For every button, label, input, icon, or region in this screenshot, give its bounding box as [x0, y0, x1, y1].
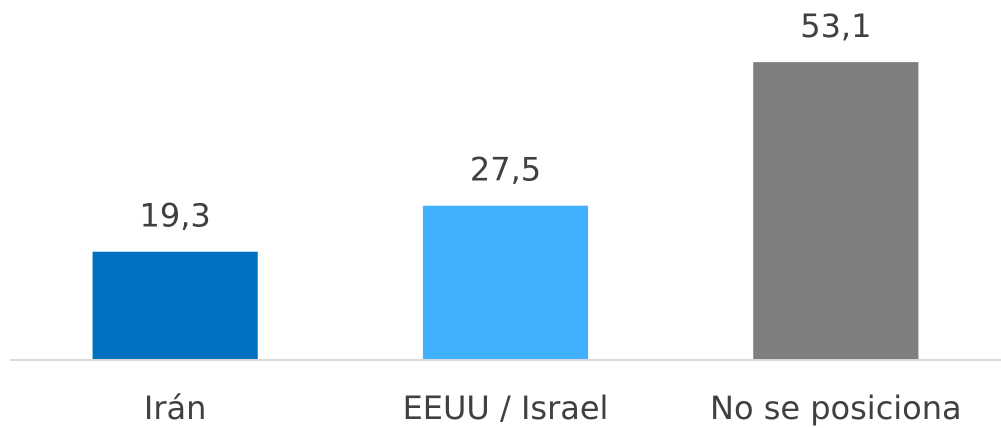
bar: [753, 62, 919, 360]
x-tick-label: No se posiciona: [710, 389, 962, 427]
value-label: 19,3: [140, 197, 211, 235]
value-label: 53,1: [800, 7, 871, 45]
x-tick-label: EEUU / Israel: [403, 389, 609, 427]
value-label: 27,5: [470, 151, 541, 189]
bar: [422, 205, 589, 360]
x-tick-label: Irán: [144, 389, 206, 427]
bar: [92, 251, 258, 360]
